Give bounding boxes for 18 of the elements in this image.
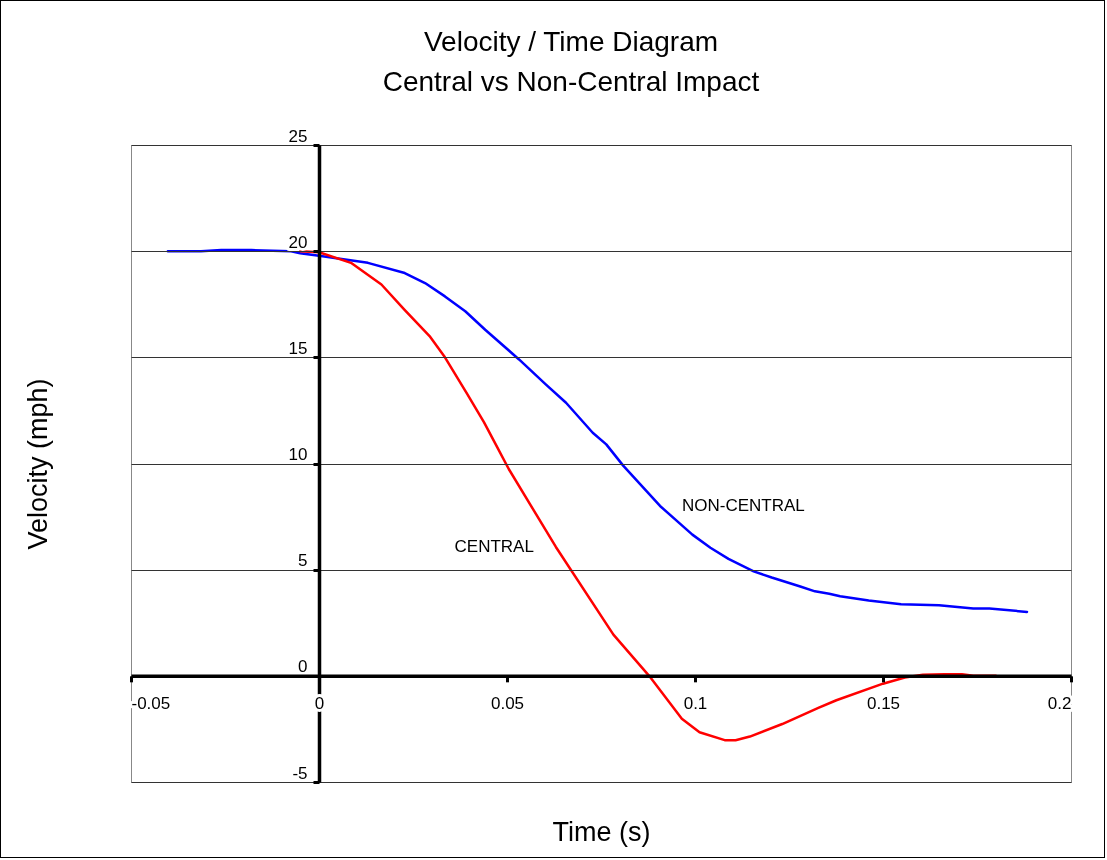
x-tick-label: 0.1 <box>683 694 708 714</box>
y-tick-label: 20 <box>288 232 308 252</box>
y-tick-label: 10 <box>288 445 308 464</box>
y-axis-title: Velocity (mph) <box>22 378 53 550</box>
x-tick-label: 0.15 <box>866 694 901 714</box>
y-tick-label: 15 <box>288 338 308 358</box>
x-tick-label: -0.05 <box>131 694 171 714</box>
y-tick-label: 25 <box>288 126 308 146</box>
series-label: CENTRAL <box>454 536 534 556</box>
y-tick-label: -5 <box>292 763 308 783</box>
y-tick-label: 5 <box>298 551 308 571</box>
x-tick-label: 0.2 <box>1047 694 1072 714</box>
x-tick-label: 0.05 <box>490 694 525 714</box>
chart-title: Velocity / Time Diagram <box>423 26 719 57</box>
y-tick-label: 0 <box>298 657 308 677</box>
x-axis-title: Time (s) <box>552 816 651 847</box>
chart-subtitle: Central vs Non-Central Impact <box>382 66 760 97</box>
series-label: NON-CENTRAL <box>682 495 805 515</box>
